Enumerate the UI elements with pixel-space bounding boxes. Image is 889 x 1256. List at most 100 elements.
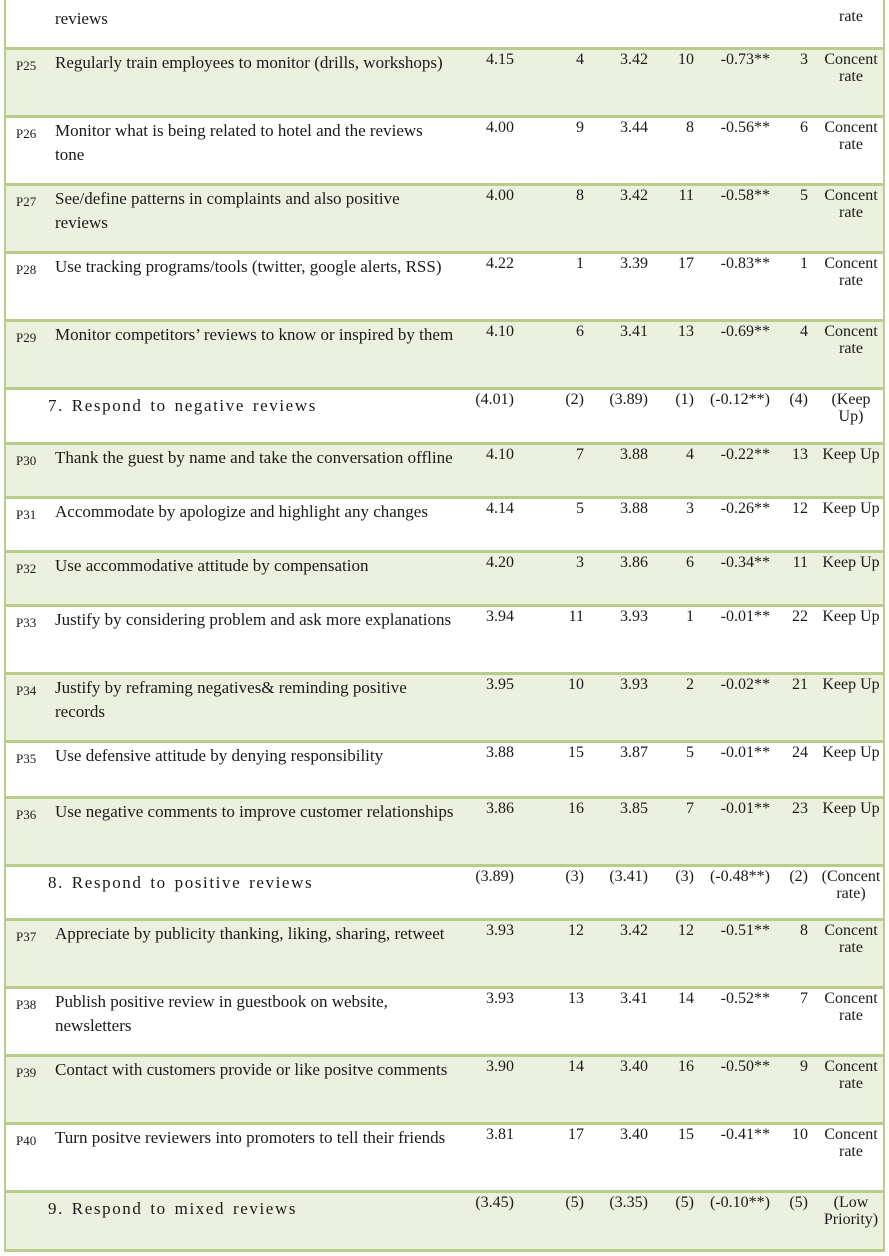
- rank-importance: 17: [568, 1126, 584, 1143]
- item-id: P26: [16, 126, 37, 141]
- mean-importance: 4.10: [486, 446, 514, 463]
- rank-performance: 10: [678, 51, 694, 68]
- item-description: Use defensive attitude by denying respon…: [55, 746, 384, 765]
- mean-performance: 3.93: [620, 676, 648, 693]
- rank-performance: 15: [678, 1126, 694, 1143]
- item-description: Monitor competitors’ reviews to know or …: [55, 325, 454, 344]
- rank-gap: (4): [789, 391, 808, 408]
- rating-label: rate: [839, 8, 863, 25]
- item-description: Justify by considering problem and ask m…: [55, 610, 452, 629]
- rating-label: (Concent rate): [821, 868, 881, 902]
- mean-performance: 3.85: [620, 800, 648, 817]
- mean-performance: (3.89): [609, 391, 648, 408]
- mean-importance: (4.01): [475, 391, 514, 408]
- mean-importance: 3.93: [486, 922, 514, 939]
- item-id: P28: [16, 262, 37, 277]
- rating-label: Concent rate: [824, 255, 878, 289]
- rank-performance: 13: [678, 323, 694, 340]
- item-description: Use tracking programs/tools (twitter, go…: [55, 257, 442, 276]
- rating-label: Keep Up: [822, 744, 880, 761]
- mean-performance: 3.88: [620, 446, 648, 463]
- rank-performance: (3): [675, 868, 694, 885]
- item-description: Thank the guest by name and take the con…: [55, 448, 453, 467]
- rating-label: Concent rate: [824, 922, 878, 956]
- rating-label: Concent rate: [824, 323, 878, 357]
- rank-importance: 6: [576, 323, 584, 340]
- rank-importance: 9: [576, 119, 584, 136]
- rank-performance: (5): [675, 1194, 694, 1211]
- mean-importance: 3.88: [486, 744, 514, 761]
- rank-gap: 5: [800, 187, 808, 204]
- rank-importance: (3): [565, 868, 584, 885]
- mean-performance: 3.86: [620, 554, 648, 571]
- rank-performance: 1: [686, 608, 694, 625]
- item-description: Turn positve reviewers into promoters to…: [55, 1128, 446, 1147]
- mean-performance: 3.42: [620, 187, 648, 204]
- mean-performance: 3.42: [620, 51, 648, 68]
- gap-value: -0.01**: [720, 800, 770, 817]
- mean-importance: (3.89): [475, 868, 514, 885]
- table-row: P35 Use defensive attitude by denying res…: [6, 743, 883, 799]
- table-row: P33 Justify by considering problem and as…: [6, 607, 883, 675]
- item-id: P35: [16, 751, 37, 766]
- rank-importance: 1: [576, 255, 584, 272]
- rank-performance: 5: [686, 744, 694, 761]
- table-row: P36 Use negative comments to improve cust…: [6, 799, 883, 867]
- item-id: P30: [16, 453, 37, 468]
- table-row: P32 Use accommodative attitude by compens…: [6, 553, 883, 607]
- rank-performance: 3: [686, 500, 694, 517]
- mean-performance: 3.41: [620, 323, 648, 340]
- rating-label: Concent rate: [824, 187, 878, 221]
- rating-label: (Low Priority): [823, 1194, 879, 1228]
- rank-performance: 11: [678, 187, 694, 204]
- mean-performance: 3.41: [620, 990, 648, 1007]
- section-header-row: 8. Respond to positive reviews (3.89) (3) (…: [6, 867, 883, 921]
- item-description: Appreciate by publicity thanking, liking…: [55, 924, 445, 943]
- gap-value: (-0.48**): [710, 868, 770, 885]
- rank-gap: 3: [800, 51, 808, 68]
- table-row: P27 See/define patterns in complaints and…: [6, 186, 883, 254]
- rank-gap: 6: [800, 119, 808, 136]
- item-description: Use negative comments to improve custome…: [55, 802, 454, 821]
- rank-gap: 1: [800, 255, 808, 272]
- mean-importance: 4.00: [486, 187, 514, 204]
- item-id: P32: [16, 561, 37, 576]
- mean-importance: 3.86: [486, 800, 514, 817]
- mean-importance: 4.22: [486, 255, 514, 272]
- rating-label: Concent rate: [824, 990, 878, 1024]
- table-row: P34 Justify by reframing negatives& remin…: [6, 675, 883, 743]
- rank-performance: 6: [686, 554, 694, 571]
- mean-importance: 3.94: [486, 608, 514, 625]
- mean-importance: 4.14: [486, 500, 514, 517]
- mean-performance: (3.41): [609, 868, 648, 885]
- results-table: reviews rate P25 Regularly train employee…: [4, 0, 885, 1252]
- table-row: P37 Appreciate by publicity thanking, lik…: [6, 921, 883, 989]
- mean-performance: 3.44: [620, 119, 648, 136]
- rating-label: Keep Up: [822, 446, 880, 463]
- gap-value: -0.73**: [720, 51, 770, 68]
- table-row-top-fragment: reviews rate: [6, 0, 883, 50]
- mean-importance: 4.20: [486, 554, 514, 571]
- gap-value: -0.01**: [720, 608, 770, 625]
- rating-label: Concent rate: [824, 51, 878, 85]
- rank-performance: 7: [686, 800, 694, 817]
- table-row: P31 Accommodate by apologize and highligh…: [6, 499, 883, 553]
- rating-label: Concent rate: [824, 1058, 878, 1092]
- gap-value: -0.56**: [720, 119, 770, 136]
- gap-value: -0.58**: [720, 187, 770, 204]
- mean-performance: (3.35): [609, 1194, 648, 1211]
- table-row: P30 Thank the guest by name and take the …: [6, 445, 883, 499]
- rank-importance: (5): [565, 1194, 584, 1211]
- rank-gap: 11: [792, 554, 808, 571]
- mean-importance: 3.95: [486, 676, 514, 693]
- mean-importance: 3.90: [486, 1058, 514, 1075]
- rank-gap: 13: [792, 446, 808, 463]
- rank-importance: 4: [576, 51, 584, 68]
- rank-importance: 12: [568, 922, 584, 939]
- section-header-row: 9. Respond to mixed reviews (3.45) (5) (3.3…: [6, 1193, 883, 1252]
- section-header-row: 7. Respond to negative reviews (4.01) (2) (…: [6, 390, 883, 445]
- gap-value: -0.34**: [720, 554, 770, 571]
- rank-performance: 14: [678, 990, 694, 1007]
- table-row: P39 Contact with customers provide or lik…: [6, 1057, 883, 1125]
- item-id: P36: [16, 807, 37, 822]
